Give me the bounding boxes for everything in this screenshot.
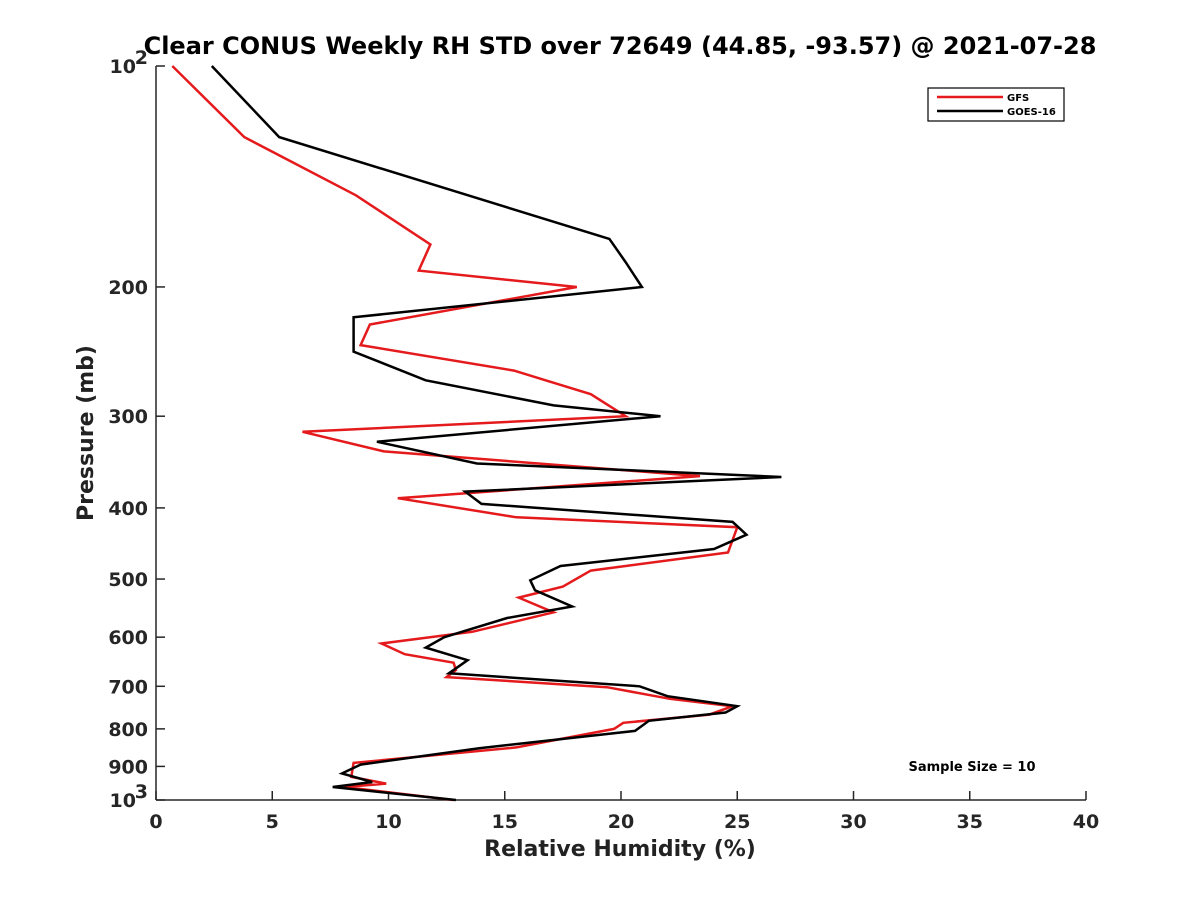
chart-title: Clear CONUS Weekly RH STD over 72649 (44… (144, 32, 1097, 60)
x-tick-label: 15 (492, 811, 518, 833)
y-tick-label: 400 (108, 498, 148, 520)
x-tick-label: 40 (1073, 811, 1099, 833)
y-axis-label: Pressure (mb) (74, 345, 99, 521)
y-tick-label: 700 (108, 676, 148, 698)
x-tick-label: 25 (724, 811, 750, 833)
y-tick-label: 900 (108, 756, 148, 778)
y-tick-label: 10 (110, 790, 136, 812)
x-axis-label: Relative Humidity (%) (484, 837, 756, 862)
y-tick-label: 200 (108, 277, 148, 299)
y-tick-label: 800 (108, 719, 148, 741)
y-tick-label: 300 (108, 406, 148, 428)
legend-box (927, 87, 1065, 122)
y-tick-label: 10 (110, 56, 136, 78)
series-layer (171, 65, 782, 802)
x-tick-label: 20 (608, 811, 634, 833)
legend-label-gfs: GFS (1007, 93, 1029, 104)
legend: GFS GOES-16 (927, 87, 1065, 122)
y-tick-exponent: 2 (135, 47, 148, 69)
y-tick-label: 500 (108, 569, 148, 591)
x-tick-label: 0 (149, 811, 162, 833)
legend-label-goes-16: GOES-16 (1007, 107, 1056, 118)
x-tick-label: 35 (957, 811, 983, 833)
x-axis-ticks: 0 5 10 15 20 25 30 35 40 (149, 791, 1099, 833)
y-tick-exponent: 3 (135, 781, 148, 803)
y-tick-label: 600 (108, 627, 148, 649)
x-tick-label: 5 (266, 811, 279, 833)
series-line-goes-16 (210, 65, 782, 802)
sample-size-annotation: Sample Size = 10 (908, 760, 1035, 775)
x-tick-label: 10 (375, 811, 401, 833)
x-tick-label: 30 (840, 811, 866, 833)
